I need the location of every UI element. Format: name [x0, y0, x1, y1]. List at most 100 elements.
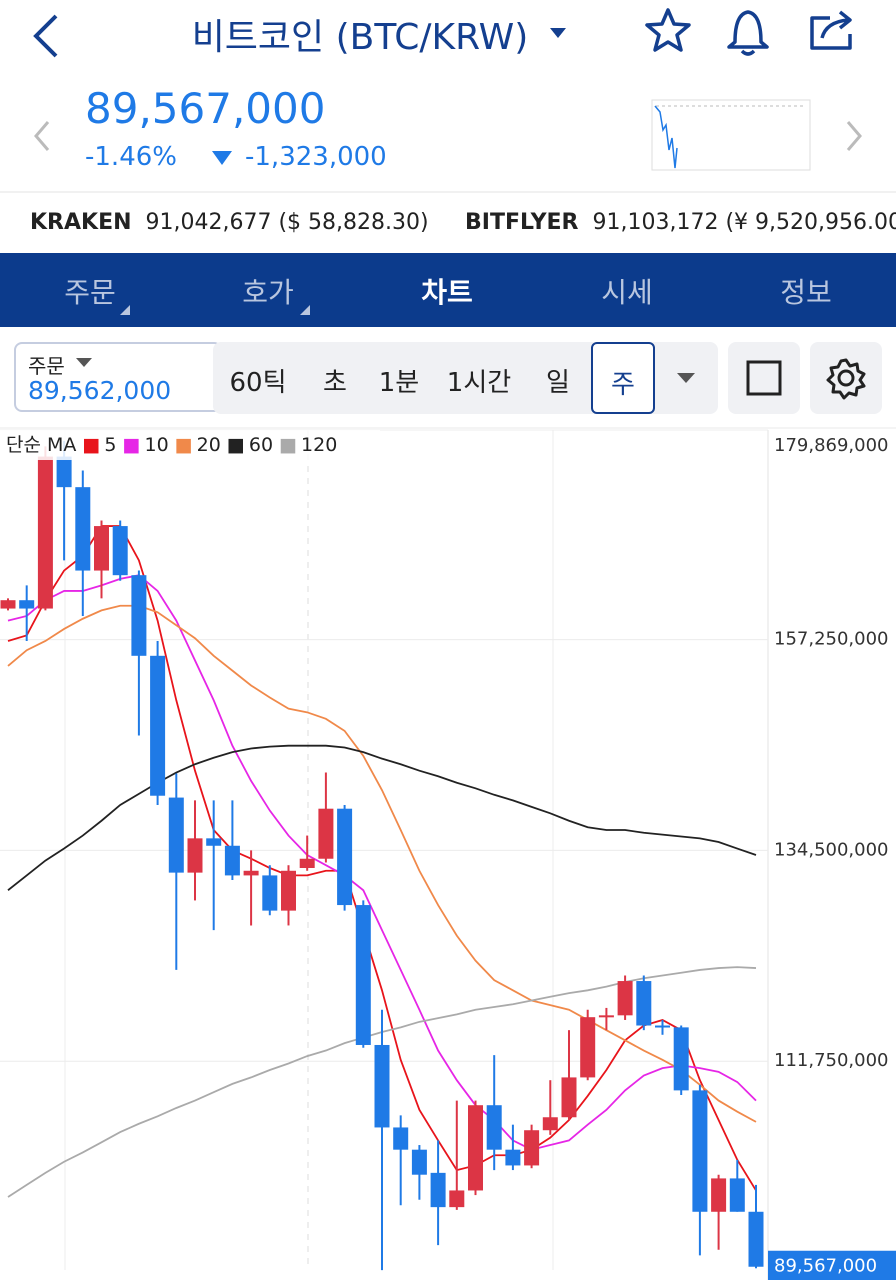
exchange-value: 91,103,172 (¥ 9,520,956.00)	[592, 210, 896, 235]
order-label: 주문	[28, 354, 65, 378]
legend-text: 60	[249, 434, 273, 456]
candle-body	[598, 1015, 614, 1018]
draw-button[interactable]	[728, 342, 800, 414]
legend-swatch: ■	[169, 434, 193, 456]
favorite-icon[interactable]	[645, 8, 691, 52]
candle-body	[524, 1130, 540, 1166]
interval[interactable]: 1시간	[446, 368, 512, 398]
back-button[interactable]	[33, 14, 58, 58]
interval-selected[interactable]: 주	[591, 342, 655, 414]
candle-body	[486, 1105, 502, 1150]
candle-body	[692, 1090, 708, 1212]
interval-more[interactable]	[675, 370, 697, 386]
candle-body	[617, 981, 633, 1016]
order-box[interactable]: 주문 89,562,000	[14, 342, 222, 412]
candle-body	[150, 655, 166, 796]
prev-arrow[interactable]	[34, 121, 50, 151]
candle-body	[355, 905, 371, 1045]
candle-body	[561, 1077, 577, 1118]
title-caret[interactable]	[550, 28, 566, 38]
candle-body	[468, 1105, 483, 1191]
candle-body	[37, 456, 53, 609]
interval[interactable]: 일	[546, 368, 570, 398]
candle-body	[673, 1027, 689, 1091]
tab-active[interactable]: 차트	[421, 276, 473, 309]
last-price-label: 89,567,000	[774, 1256, 877, 1277]
candle-body	[711, 1178, 727, 1212]
mini-chart-line	[654, 105, 678, 169]
change-pct: -1.46%	[85, 142, 177, 172]
interval[interactable]: 주	[611, 370, 635, 400]
legend-swatch: ■	[76, 434, 100, 456]
legend-text: 20	[197, 434, 221, 456]
y-tick-label: 179,869,000	[774, 435, 889, 456]
exchange-name: BITFLYER	[465, 210, 579, 235]
exchange: BITFLYER 91,103,172 (¥ 9,520,956.00)	[465, 210, 896, 235]
candle-body	[411, 1149, 427, 1175]
tab[interactable]: 시세	[601, 276, 653, 309]
ma-line	[7, 525, 757, 1191]
alert-icon[interactable]	[727, 10, 769, 56]
down-triangle	[212, 151, 232, 165]
candle-body	[281, 870, 296, 911]
candle-body	[168, 797, 184, 873]
candle-body	[56, 456, 72, 488]
candle-body	[449, 1190, 465, 1208]
legend-swatch: ■	[116, 434, 140, 456]
legend-text: 120	[301, 434, 337, 456]
tab[interactable]: 정보	[780, 276, 832, 309]
order-value: 89,562,000	[28, 376, 172, 405]
exchange-value: 91,042,677 ($ 58,828.30)	[145, 210, 429, 235]
candle-body	[580, 1017, 596, 1078]
y-tick-label: 111,750,000	[774, 1050, 889, 1071]
y-tick-label: 134,500,000	[774, 839, 889, 860]
tab[interactable]: 호가	[242, 276, 294, 309]
ma-line	[7, 744, 757, 891]
candle-body	[636, 981, 652, 1026]
order-caret	[76, 358, 92, 367]
legend-swatch: ■	[273, 434, 297, 456]
candle-body	[748, 1211, 764, 1267]
candle-body	[224, 845, 240, 876]
candle-body	[729, 1178, 745, 1212]
mini-chart-frame	[651, 99, 811, 171]
interval[interactable]: 초	[323, 368, 347, 398]
interval[interactable]: 60틱	[229, 368, 287, 398]
settings-button[interactable]	[810, 342, 882, 414]
next-arrow[interactable]	[846, 121, 862, 151]
legend-text: 단순 MA	[6, 434, 76, 456]
candle-body	[94, 526, 109, 571]
candle-body	[206, 838, 222, 846]
legend-swatch: ■	[221, 434, 245, 456]
candle-body	[112, 526, 128, 576]
header-icons	[0, 8, 896, 193]
candle-body	[374, 1044, 390, 1128]
share-icon[interactable]	[810, 10, 852, 50]
candle-body	[430, 1172, 446, 1208]
candle-body	[131, 575, 147, 656]
interval-selector: 60틱 초 1분 1시간 일 주	[213, 342, 718, 414]
candle-body	[262, 875, 278, 911]
candle-body	[318, 808, 334, 859]
change: -1,323,000	[245, 142, 387, 172]
candle-body	[243, 870, 259, 876]
candle-body	[0, 600, 16, 609]
exchange: KRAKEN 91,042,677 ($ 58,828.30)	[30, 210, 429, 235]
tab-bar: 주문 호가 차트 시세 정보	[0, 253, 896, 327]
candle-body	[187, 838, 203, 873]
interval[interactable]: 1분	[378, 368, 420, 398]
candle-body	[542, 1117, 558, 1131]
last-price: 89,567,000	[85, 84, 326, 133]
candle-body	[19, 600, 35, 609]
legend-text: 5	[104, 434, 116, 456]
candle-body	[337, 808, 353, 906]
candle-body	[299, 858, 315, 868]
exchange-name: KRAKEN	[30, 210, 132, 235]
title[interactable]: 비트코인 (BTC/KRW)	[191, 17, 529, 58]
tab[interactable]: 주문	[64, 276, 116, 309]
candle-body	[655, 1025, 670, 1028]
legend-text: 10	[144, 434, 168, 456]
candle-body	[505, 1149, 521, 1166]
